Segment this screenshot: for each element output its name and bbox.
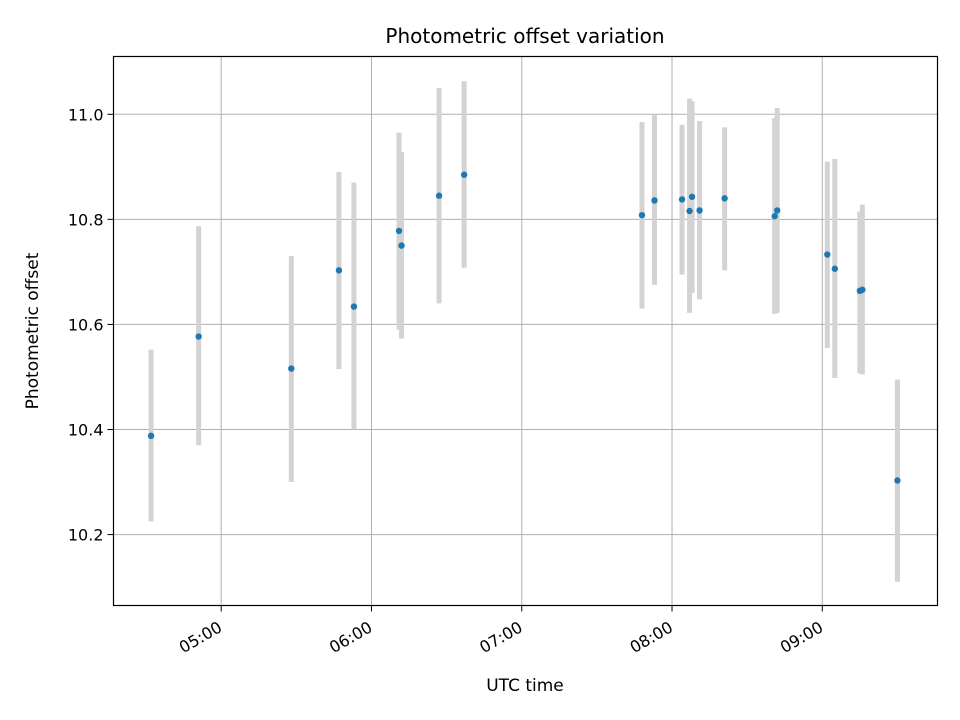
data-point bbox=[651, 197, 658, 204]
y-tick-label: 10.8 bbox=[68, 210, 104, 229]
data-point bbox=[395, 227, 403, 235]
data-point bbox=[774, 207, 781, 214]
data-point bbox=[824, 251, 831, 258]
data-point bbox=[460, 171, 468, 178]
plot-frame bbox=[112, 55, 939, 607]
data-point bbox=[288, 365, 295, 372]
y-tick-label: 11.0 bbox=[68, 105, 104, 124]
y-tick-label: 10.2 bbox=[68, 526, 104, 545]
y-tick-label: 10.6 bbox=[68, 315, 104, 334]
data-point bbox=[147, 432, 155, 440]
y-axis-label: Photometric offset bbox=[23, 252, 43, 409]
grid bbox=[113, 56, 938, 606]
data-point bbox=[195, 333, 202, 340]
data-point bbox=[721, 195, 728, 202]
y-tick-label: 10.4 bbox=[68, 421, 104, 440]
data-point bbox=[688, 193, 696, 200]
data-points bbox=[147, 171, 901, 484]
data-point bbox=[350, 303, 358, 310]
data-point bbox=[638, 211, 646, 219]
y-axis-ticks: 10.2 10.4 10.6 10.8 11.0 bbox=[68, 105, 114, 545]
data-point bbox=[859, 286, 866, 293]
data-point bbox=[686, 207, 693, 215]
chart-title: Photometric offset variation bbox=[385, 24, 664, 48]
data-point bbox=[678, 196, 686, 203]
data-point bbox=[335, 267, 343, 274]
data-point bbox=[894, 477, 901, 484]
x-axis-label: UTC time bbox=[486, 676, 564, 696]
data-point bbox=[398, 242, 405, 249]
data-point bbox=[831, 265, 839, 272]
data-point bbox=[771, 213, 778, 220]
data-point bbox=[696, 207, 703, 214]
data-point bbox=[435, 192, 443, 199]
